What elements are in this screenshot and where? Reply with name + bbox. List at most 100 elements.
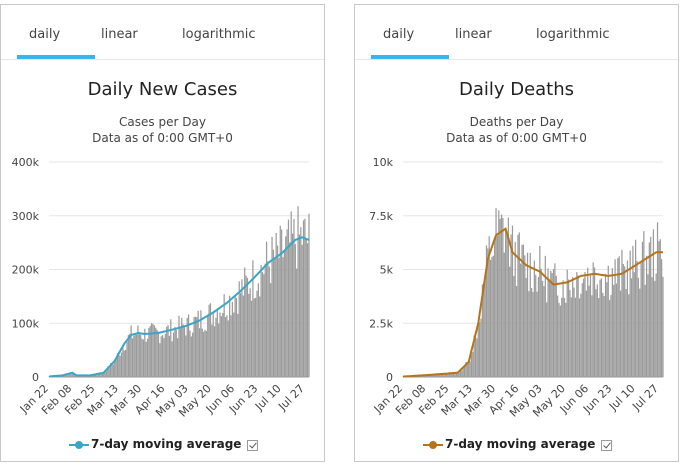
daily-bar (157, 331, 160, 377)
daily-bar (307, 243, 309, 377)
daily-bar (470, 354, 473, 377)
daily-bar (48, 376, 50, 377)
daily-bar (260, 264, 262, 377)
daily-bar (492, 255, 494, 377)
daily-bar (234, 296, 236, 377)
y-tick-label: 5k (380, 264, 394, 277)
daily-bar (491, 256, 493, 377)
daily-bar (216, 309, 218, 377)
daily-bar (90, 375, 93, 377)
daily-bar (498, 210, 500, 377)
daily-bar (244, 267, 246, 377)
daily-bar (585, 290, 587, 377)
daily-bar (514, 241, 516, 377)
daily-bar (96, 374, 98, 377)
daily-bar (654, 280, 656, 377)
daily-bar (496, 235, 499, 377)
daily-bar (658, 241, 660, 377)
daily-bar (611, 268, 613, 377)
legend-line-icon (423, 441, 443, 449)
daily-bar (626, 260, 629, 377)
daily-bar (145, 341, 147, 377)
daily-bar (610, 294, 612, 377)
daily-bar (187, 314, 190, 377)
daily-bar (517, 234, 519, 377)
daily-bar (239, 293, 242, 377)
daily-bar (603, 295, 605, 377)
tab-logarithmic[interactable]: logarithmic (182, 27, 256, 42)
daily-bar (286, 229, 288, 377)
daily-bar (502, 217, 504, 377)
daily-bar (462, 368, 464, 377)
daily-bar (275, 232, 277, 377)
daily-bar (433, 374, 436, 377)
daily-bar (425, 375, 427, 377)
daily-bar (256, 290, 258, 377)
daily-bar (94, 374, 97, 377)
daily-bar (655, 273, 657, 377)
daily-bar (633, 272, 635, 377)
daily-bar (537, 276, 540, 377)
daily-bar (442, 373, 444, 377)
daily-bar (488, 236, 490, 377)
daily-bar (635, 239, 637, 377)
tab-linear[interactable]: linear (101, 27, 138, 42)
tab-logarithmic[interactable]: logarithmic (536, 27, 610, 42)
daily-bar (656, 222, 659, 377)
daily-bar (615, 283, 618, 377)
daily-bar (465, 362, 467, 377)
daily-bar (265, 241, 268, 377)
daily-bar (294, 244, 296, 377)
daily-bar (172, 332, 175, 377)
daily-bar (446, 373, 448, 377)
legend-checkbox[interactable] (601, 440, 612, 451)
daily-bar (614, 259, 616, 377)
daily-bar (293, 218, 295, 377)
tab-linear[interactable]: linear (455, 27, 492, 42)
daily-bar (92, 375, 94, 377)
daily-bar (174, 326, 176, 377)
legend-checkbox[interactable] (247, 440, 258, 451)
daily-bar (178, 315, 180, 377)
daily-bar (248, 293, 250, 377)
daily-bar (64, 374, 67, 377)
daily-bar (203, 331, 205, 377)
y-tick-label: 400k (12, 156, 40, 169)
daily-bar (291, 233, 294, 377)
daily-bar (618, 256, 620, 377)
daily-bar (526, 252, 529, 377)
chart-data-note: Data as of 0:00 GMT+0 (446, 131, 587, 145)
daily-bar (440, 374, 442, 377)
daily-bar (301, 244, 303, 377)
daily-bar (494, 237, 496, 377)
daily-bar (183, 327, 186, 377)
daily-bar (74, 374, 76, 377)
daily-bar (628, 294, 630, 377)
daily-bar (622, 264, 624, 377)
daily-bar (204, 329, 206, 377)
daily-bar (593, 267, 596, 377)
daily-bar (209, 303, 212, 377)
daily-bar (453, 373, 455, 377)
daily-bar (435, 374, 437, 377)
daily-bar (455, 372, 457, 377)
daily-bar (474, 331, 477, 377)
daily-bar (101, 372, 103, 377)
chart-subtitle: Deaths per Day (469, 115, 564, 129)
daily-bar (489, 259, 492, 377)
daily-bar (645, 255, 648, 377)
daily-bar (267, 261, 269, 377)
daily-bar (218, 323, 220, 377)
daily-bar (513, 275, 515, 377)
tab-daily[interactable]: daily (383, 27, 415, 42)
daily-bar (237, 313, 239, 377)
daily-bar (477, 322, 479, 377)
daily-bar (118, 351, 120, 377)
daily-bar (186, 317, 188, 377)
tab-daily[interactable]: daily (29, 27, 61, 42)
daily-bar (192, 332, 194, 377)
daily-bar (661, 259, 663, 377)
daily-bar (138, 334, 140, 377)
daily-bar (448, 373, 451, 377)
